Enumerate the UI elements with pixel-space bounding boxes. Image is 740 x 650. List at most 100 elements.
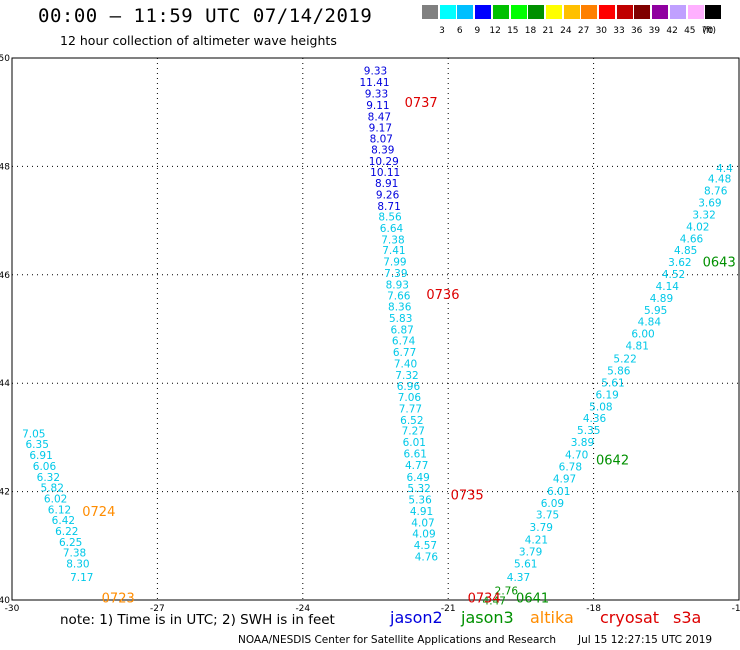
wave-height-value: 4.37: [507, 572, 530, 584]
legend-swatch: [492, 5, 509, 19]
wave-height-value: 5.95: [644, 305, 667, 317]
legend-swatch: [439, 5, 456, 19]
pass-time-label: 0643: [703, 256, 736, 271]
wave-height-value: 4.84: [638, 317, 662, 329]
wave-height-value: 9.17: [369, 123, 392, 135]
pass-time-label: 0736: [426, 288, 459, 303]
y-tick-label: 44: [0, 379, 10, 389]
wave-height-value: 5.22: [613, 354, 636, 366]
legend-label: 42: [666, 26, 678, 36]
legend-swatch: [616, 5, 633, 19]
legend-label: 6: [456, 26, 463, 36]
wave-height-value: 4.48: [708, 174, 731, 186]
y-tick-label: 50: [0, 54, 10, 64]
pass-time-label: 0735: [451, 489, 484, 504]
generated-timestamp: Jul 15 12:27:15 UTC 2019: [578, 634, 713, 646]
chart-title: 00:00 – 11:59 UTC 07/14/2019: [38, 5, 373, 27]
legend-swatch: [669, 5, 686, 19]
legend-label: 9: [474, 26, 481, 36]
legend-swatch: [475, 5, 492, 19]
legend-jason2: jason2: [390, 608, 443, 627]
pass-time-label: 0724: [82, 505, 115, 520]
wave-height-value: 6.52: [400, 415, 423, 427]
legend-swatch: [705, 5, 722, 19]
wave-height-value: 4.09: [412, 529, 435, 541]
wave-height-value: 9.33: [364, 65, 387, 77]
legend-swatch: [457, 5, 474, 19]
wave-height-value: 8.07: [370, 134, 393, 146]
legend-label: 24: [560, 26, 572, 36]
legend-swatch: [634, 5, 651, 19]
wave-height-value: 2.76: [495, 586, 519, 598]
wave-height-value: 3.79: [530, 522, 553, 534]
wave-height-value: 6.06: [33, 461, 57, 473]
wave-height-value: 4.52: [662, 269, 685, 281]
wave-height-value: 10.29: [369, 156, 399, 168]
wave-height-value: 6.74: [392, 336, 416, 348]
legend-label: 3: [439, 26, 445, 36]
legend-s3a: s3a: [673, 608, 702, 627]
y-tick-label: 48: [0, 162, 10, 172]
legend-label: 21: [542, 26, 554, 36]
legend-swatch: [599, 5, 615, 19]
pass-time-label: 0734: [468, 592, 501, 607]
wave-height-value: 5.82: [41, 483, 64, 495]
legend-jason3: jason3: [461, 608, 514, 627]
wave-height-value: 4.14: [656, 281, 680, 293]
wave-height-value: 4.85: [674, 245, 697, 257]
wave-height-value: 9.26: [376, 189, 400, 201]
wave-height-value: 5.36: [408, 495, 432, 507]
wave-height-value: 4.57: [414, 540, 437, 552]
wave-height-value: 11.41: [359, 77, 389, 89]
wave-height-value: 7.05: [22, 428, 45, 440]
legend-label: 12: [489, 26, 501, 36]
wave-height-value: 4.70: [565, 450, 588, 462]
legend-label: 33: [613, 26, 625, 36]
wave-height-value: 4.4: [716, 163, 733, 175]
legend-label: 39: [648, 26, 661, 36]
x-tick-label: -18: [586, 604, 601, 614]
wave-height-value: 6.91: [29, 450, 52, 462]
wave-height-value: 4.91: [410, 506, 433, 518]
wave-height-value: 7.40: [394, 358, 417, 370]
wave-height-value: 5.08: [589, 401, 612, 413]
legend-label: 15: [507, 26, 519, 36]
wave-height-value: 6.12: [48, 504, 71, 516]
wave-height-value: 6.64: [380, 223, 404, 235]
x-tick-label: -30: [5, 604, 20, 614]
legend-label: 18: [524, 26, 537, 36]
wave-height-value: 6.78: [559, 461, 582, 473]
wave-height-value: 6.35: [26, 439, 49, 451]
wave-height-value: 5.61: [601, 377, 624, 389]
wave-height-value: 3.89: [571, 437, 594, 449]
wave-height-value: 7.39: [384, 268, 407, 280]
legend-label: 70: [701, 26, 714, 36]
footer-note: note: 1) Time is in UTC; 2) SWH is in fe…: [60, 612, 335, 628]
x-tick-label: -15: [732, 604, 740, 614]
wave-height-value: 4.21: [525, 535, 548, 547]
x-tick-label: -21: [441, 604, 456, 614]
legend-swatch: [528, 5, 545, 19]
legend-label: 30: [595, 26, 608, 36]
y-tick-label: 40: [0, 596, 10, 606]
wave-height-value: 6.19: [595, 389, 618, 401]
wave-height-value: 7.41: [382, 245, 405, 257]
pass-time-label: 0737: [405, 96, 438, 111]
wave-height-value: 6.01: [403, 437, 426, 449]
wave-height-value: 4.77: [405, 460, 428, 472]
wave-height-value: 4.47: [483, 595, 506, 607]
map-plot-area: -30-27-24-21-18-154042444648509.3311.419…: [0, 54, 740, 614]
wave-height-value: 6.49: [406, 472, 429, 484]
wave-height-value: 4.81: [626, 341, 649, 353]
wave-height-value: 5.83: [389, 313, 412, 325]
wave-height-value: 7.27: [402, 426, 425, 438]
legend-label: (ft): [702, 26, 716, 36]
chart-subtitle: 12 hour collection of altimeter wave hei…: [60, 33, 337, 48]
wave-height-value: 4.89: [650, 293, 673, 305]
x-tick-label: -24: [295, 604, 310, 614]
legend-label: 27: [577, 26, 590, 36]
wave-height-value: 7.06: [398, 392, 422, 404]
y-tick-label: 42: [0, 488, 10, 498]
legend-label: 45: [684, 26, 696, 36]
pass-time-label: 0641: [516, 592, 549, 607]
